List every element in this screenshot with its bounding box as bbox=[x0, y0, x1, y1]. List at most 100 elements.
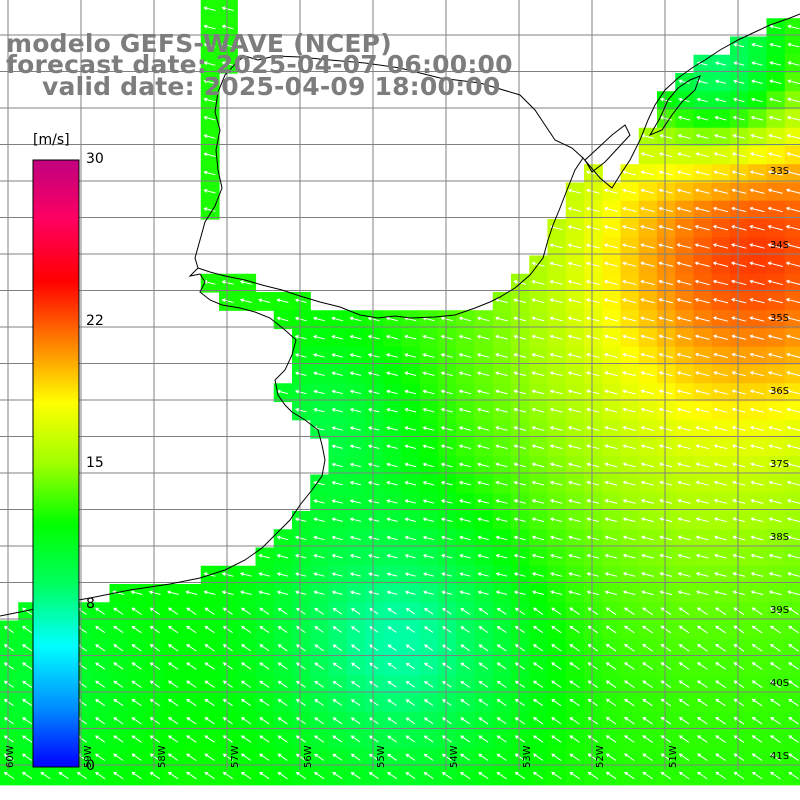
wind-arrow bbox=[478, 644, 489, 652]
wind-arrow bbox=[732, 480, 746, 486]
wind-arrow bbox=[331, 316, 344, 322]
wind-arrow bbox=[768, 425, 783, 431]
wind-arrow bbox=[770, 607, 781, 616]
wind-arrow bbox=[642, 625, 653, 634]
wind-arrow bbox=[277, 607, 288, 615]
wind-arrow bbox=[368, 753, 379, 761]
wind-arrow bbox=[313, 572, 325, 577]
wind-arrow bbox=[203, 188, 216, 194]
lagoa-dos-patos bbox=[648, 75, 701, 137]
wind-arrow bbox=[113, 644, 124, 652]
wind-arrow bbox=[713, 499, 728, 504]
wind-arrow bbox=[495, 389, 508, 395]
wind-arrow bbox=[786, 517, 800, 523]
wind-arrow bbox=[477, 553, 490, 559]
wind-arrow bbox=[514, 626, 525, 634]
wind-arrow bbox=[749, 224, 765, 231]
wind-arrow bbox=[240, 607, 252, 615]
wind-arrow bbox=[221, 298, 234, 303]
wind-arrow bbox=[624, 735, 635, 743]
speed-cell bbox=[784, 620, 800, 640]
wind-arrow bbox=[22, 717, 33, 725]
wind-arrow bbox=[294, 535, 307, 541]
wind-arrow bbox=[514, 644, 525, 652]
wind-arrow bbox=[131, 680, 142, 688]
wind-arrow bbox=[551, 625, 562, 634]
wind-arrow bbox=[259, 698, 270, 707]
wind-arrow bbox=[422, 480, 435, 486]
wind-arrow bbox=[513, 553, 526, 559]
wind-arrow bbox=[459, 572, 471, 577]
speed-cell bbox=[784, 657, 800, 676]
wind-arrow bbox=[424, 608, 434, 615]
wind-arrow bbox=[442, 662, 452, 670]
wind-arrow bbox=[678, 698, 690, 707]
wind-arrow bbox=[203, 61, 216, 66]
wind-arrow bbox=[276, 298, 289, 303]
wind-arrow bbox=[749, 188, 765, 194]
wind-arrow bbox=[695, 572, 709, 577]
wind-arrow bbox=[550, 535, 563, 541]
wind-arrow bbox=[386, 554, 398, 559]
wind-arrow bbox=[513, 590, 526, 595]
wind-arrow bbox=[531, 407, 545, 413]
wind-arrow bbox=[604, 407, 618, 413]
wind-arrow bbox=[423, 717, 434, 725]
wind-arrow bbox=[476, 334, 490, 340]
wind-arrow bbox=[640, 261, 655, 267]
wind-arrow bbox=[785, 243, 800, 249]
wind-arrow bbox=[751, 607, 763, 616]
wind-arrow bbox=[460, 699, 470, 707]
wind-arrow bbox=[785, 261, 800, 267]
wind-arrow bbox=[733, 735, 745, 743]
wind-arrow bbox=[659, 572, 673, 577]
wind-arrow bbox=[186, 680, 197, 688]
wind-arrow bbox=[749, 316, 765, 322]
wind-arrow bbox=[440, 371, 453, 377]
wind-arrow bbox=[568, 553, 581, 559]
wind-arrow bbox=[788, 717, 799, 725]
wind-arrow bbox=[531, 553, 545, 559]
wind-arrow bbox=[513, 353, 527, 358]
wind-arrow bbox=[715, 644, 726, 652]
wind-arrow bbox=[222, 644, 233, 652]
wind-arrow bbox=[642, 680, 653, 689]
wind-arrow bbox=[203, 97, 216, 103]
wind-arrow bbox=[567, 334, 582, 340]
wind-arrow bbox=[367, 444, 380, 449]
wind-arrow bbox=[770, 698, 781, 707]
wind-arrow bbox=[694, 279, 710, 286]
wind-arrow bbox=[314, 753, 325, 761]
wind-arrow bbox=[531, 280, 545, 285]
wind-arrow bbox=[58, 771, 69, 780]
lon-label-58w: 58W bbox=[157, 745, 168, 768]
wind-arrow bbox=[603, 261, 619, 267]
wind-arrow bbox=[678, 607, 690, 616]
wind-arrow bbox=[131, 607, 142, 615]
wind-arrow bbox=[622, 298, 637, 304]
wind-arrow bbox=[788, 625, 799, 634]
wind-arrow bbox=[715, 698, 726, 707]
wind-arrow bbox=[404, 590, 416, 595]
wind-arrow bbox=[549, 298, 563, 304]
wind-arrow bbox=[367, 353, 380, 358]
wind-arrow bbox=[422, 535, 435, 541]
wind-arrow bbox=[712, 316, 729, 322]
wind-arrow bbox=[642, 735, 653, 743]
wind-arrow bbox=[460, 717, 470, 725]
wind-arrow bbox=[788, 753, 799, 762]
wind-arrow bbox=[259, 662, 270, 670]
wind-arrow bbox=[476, 353, 490, 358]
wind-arrow bbox=[658, 371, 673, 377]
wind-arrow bbox=[568, 462, 581, 468]
wind-arrow bbox=[549, 462, 563, 468]
wind-arrow bbox=[549, 279, 563, 285]
wind-arrow bbox=[569, 717, 580, 725]
wind-arrow bbox=[695, 499, 709, 504]
wind-arrow bbox=[695, 134, 709, 139]
wind-arrow bbox=[640, 407, 655, 413]
wind-arrow bbox=[714, 535, 727, 541]
wind-arrow bbox=[549, 371, 563, 377]
wind-arrow bbox=[239, 280, 253, 285]
wind-arrow bbox=[332, 662, 343, 670]
